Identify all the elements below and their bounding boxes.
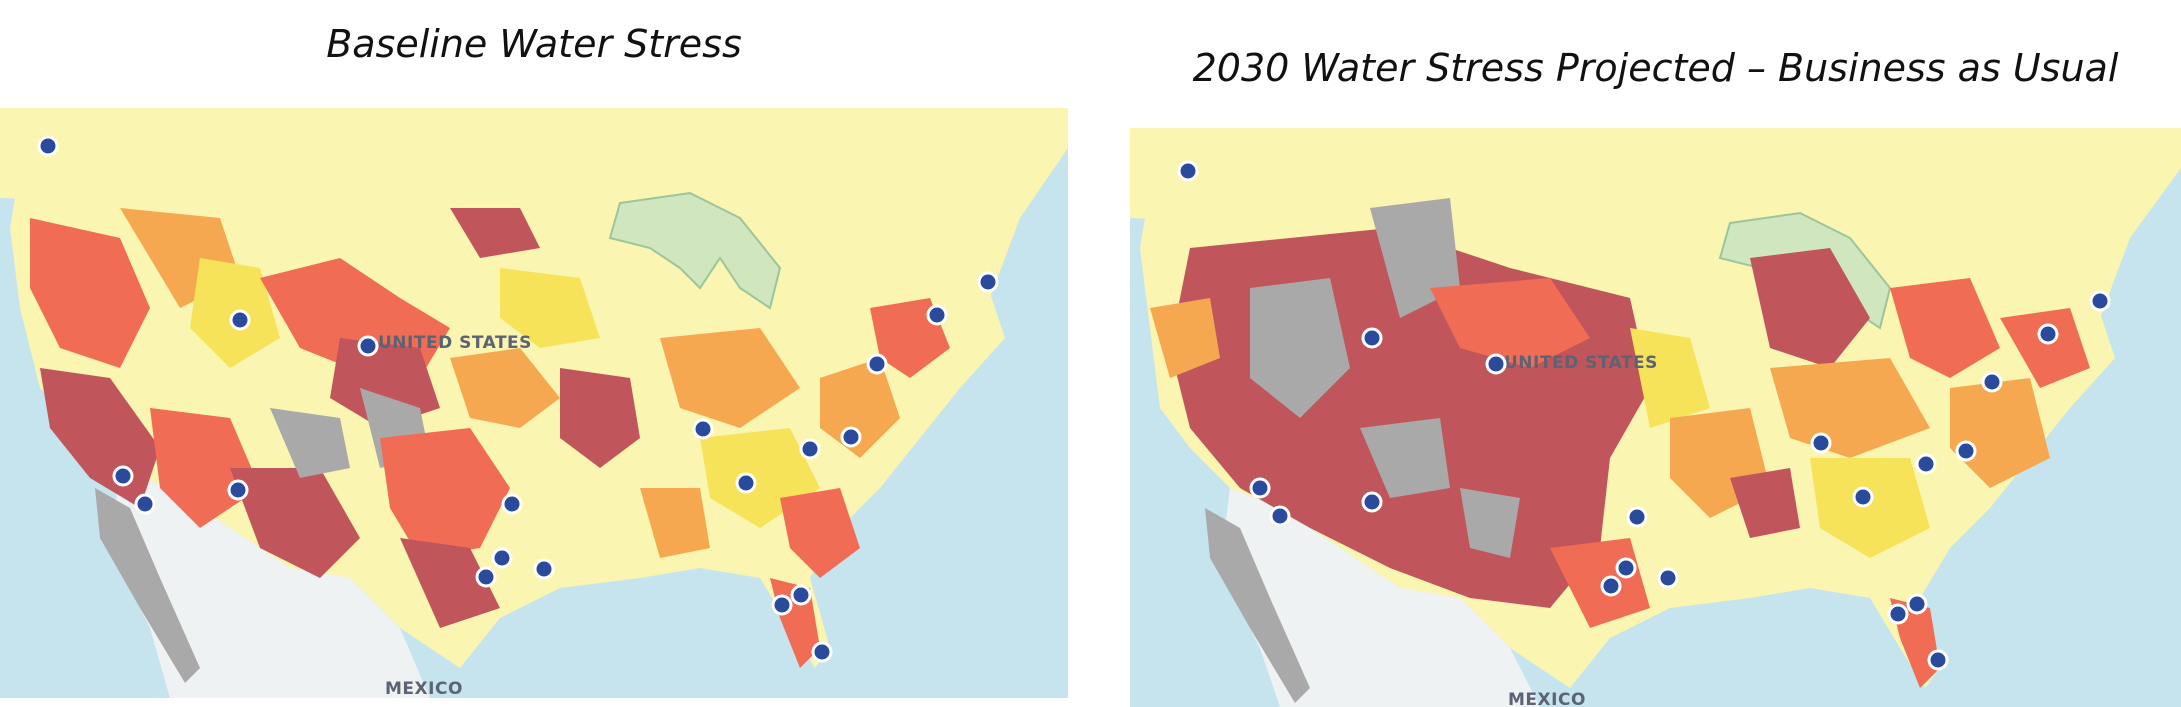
city-marker[interactable] [799, 438, 821, 460]
city-marker[interactable] [2089, 290, 2111, 312]
city-marker[interactable] [491, 547, 513, 569]
city-marker[interactable] [1485, 353, 1507, 375]
country-label-mexico: MEXICO [1508, 690, 1586, 707]
panel-baseline: Baseline Water Stress [0, 0, 1068, 707]
city-markers [1177, 160, 2111, 671]
city-marker[interactable] [1927, 649, 1949, 671]
region-medium-high [640, 488, 710, 558]
country-label-usa: UNITED STATES [1504, 353, 1658, 373]
region-high [780, 488, 860, 578]
city-marker[interactable] [1615, 557, 1637, 579]
panel-title: Baseline Water Stress [326, 22, 742, 66]
region-medium-high [1950, 378, 2050, 488]
region-low-medium [1630, 328, 1710, 428]
region-high [30, 218, 150, 368]
city-marker[interactable] [790, 584, 812, 606]
region-high [1430, 278, 1590, 368]
city-marker[interactable] [811, 641, 833, 663]
city-marker[interactable] [229, 309, 251, 331]
baja [1205, 508, 1310, 703]
region-extremely-high [400, 538, 500, 628]
city-marker[interactable] [735, 472, 757, 494]
city-marker[interactable] [1657, 567, 1679, 589]
city-marker[interactable] [1810, 432, 1832, 454]
city-marker[interactable] [1852, 486, 1874, 508]
city-marker[interactable] [771, 594, 793, 616]
region-low-medium [500, 268, 600, 348]
city-marker[interactable] [1955, 440, 1977, 462]
city-marker[interactable] [1981, 371, 2003, 393]
city-marker[interactable] [926, 304, 948, 326]
city-marker[interactable] [112, 465, 134, 487]
city-marker[interactable] [475, 566, 497, 588]
region-extremely-high [450, 208, 540, 258]
city-marker[interactable] [227, 479, 249, 501]
city-marker[interactable] [977, 271, 999, 293]
region-high [1890, 278, 2000, 378]
city-marker[interactable] [1269, 505, 1291, 527]
city-markers [37, 135, 999, 663]
panel-title: 2030 Water Stress Projected – Business a… [1192, 46, 2119, 90]
region-arid [1460, 488, 1520, 558]
city-marker[interactable] [1177, 160, 1199, 182]
city-marker[interactable] [501, 493, 523, 515]
region-high [380, 428, 510, 558]
city-marker[interactable] [840, 426, 862, 448]
city-marker[interactable] [1361, 491, 1383, 513]
city-marker[interactable] [533, 558, 555, 580]
region-medium-high [1770, 358, 1930, 458]
baseline-map[interactable]: UNITED STATES MEXICO [0, 108, 1068, 698]
city-marker[interactable] [692, 418, 714, 440]
region-medium-high [450, 348, 560, 428]
city-marker[interactable] [866, 353, 888, 375]
city-marker[interactable] [134, 493, 156, 515]
projection-map-canvas: UNITED STATES MEXICO [1130, 128, 2181, 707]
region-low-medium [1810, 458, 1930, 558]
region-arid [1360, 418, 1450, 498]
region-extremely-high [1730, 468, 1800, 538]
city-marker[interactable] [1249, 477, 1271, 499]
city-marker[interactable] [1915, 453, 1937, 475]
country-label-usa: UNITED STATES [378, 333, 532, 353]
region-arid [1250, 278, 1350, 418]
region-extremely-high [1750, 248, 1870, 368]
city-marker[interactable] [1626, 506, 1648, 528]
region-extremely-high [230, 468, 360, 578]
mexico-land [110, 468, 430, 698]
mexico-land [1220, 488, 1540, 707]
city-marker[interactable] [1887, 603, 1909, 625]
region-medium-high [820, 358, 900, 458]
region-arid [270, 408, 350, 478]
panel-2030-projection: 2030 Water Stress Projected – Business a… [1130, 0, 2181, 707]
region-medium-high [1150, 298, 1220, 378]
region-medium-high [660, 328, 800, 428]
city-marker[interactable] [357, 335, 379, 357]
region-extremely-high [560, 368, 640, 468]
country-label-mexico: MEXICO [385, 679, 463, 698]
great-lakes [608, 191, 782, 310]
city-marker[interactable] [37, 135, 59, 157]
projection-map[interactable]: UNITED STATES MEXICO [1130, 128, 2181, 707]
city-marker[interactable] [1361, 327, 1383, 349]
city-marker[interactable] [1906, 593, 1928, 615]
city-marker[interactable] [1600, 575, 1622, 597]
city-marker[interactable] [2037, 323, 2059, 345]
baja [95, 488, 200, 683]
baseline-map-canvas: UNITED STATES MEXICO [0, 108, 1068, 698]
region-high [2000, 308, 2090, 388]
